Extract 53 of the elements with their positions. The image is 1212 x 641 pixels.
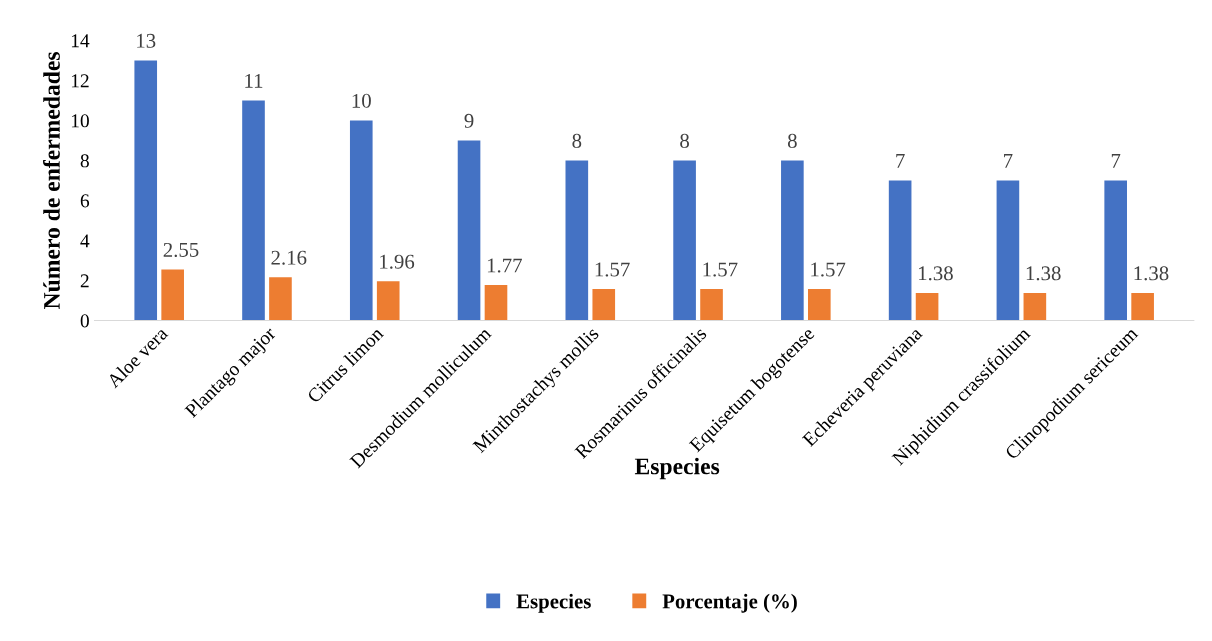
bar	[1131, 292, 1154, 321]
x-axis-title: Especies	[634, 457, 720, 480]
bar	[242, 100, 265, 321]
bar	[565, 160, 589, 321]
bar	[996, 180, 1020, 321]
bar	[134, 60, 158, 321]
data-label: 1.77	[487, 258, 522, 273]
bar	[915, 292, 939, 321]
data-label: 1.38	[1026, 266, 1061, 281]
y-tick-label: 8	[80, 154, 89, 168]
legend-label: Porcentaje (%)	[662, 593, 797, 613]
y-tick-label: 12	[71, 74, 89, 88]
data-label: 7	[1004, 154, 1013, 168]
y-tick-label: 14	[71, 34, 90, 48]
y-tick-label: 2	[80, 274, 89, 288]
y-tick-label: 0	[80, 314, 89, 328]
y-axis-title: Número de enfermedades	[43, 52, 60, 309]
bar	[1104, 180, 1127, 321]
data-label: 8	[787, 133, 797, 148]
data-label: 1.57	[595, 262, 630, 277]
data-label: 7	[896, 154, 905, 168]
bar	[592, 289, 616, 321]
y-tick-label: 4	[80, 234, 90, 248]
data-label: 2.16	[271, 250, 307, 265]
bar	[269, 277, 292, 321]
data-label: 1.38	[919, 266, 953, 281]
data-label: 8	[572, 133, 582, 148]
data-label: 1.57	[811, 262, 846, 277]
data-label: 1.57	[703, 262, 738, 277]
bar	[161, 269, 184, 321]
bar	[673, 160, 696, 321]
data-label: 7	[1111, 154, 1121, 168]
bar	[1023, 292, 1047, 321]
legend-label: Especies	[516, 593, 591, 613]
bar	[457, 140, 481, 321]
bar	[349, 120, 373, 321]
data-label: 9	[464, 113, 474, 128]
data-label: 2.55	[163, 242, 199, 257]
bar	[484, 285, 508, 321]
y-tick-label: 6	[80, 194, 90, 208]
bar	[807, 289, 831, 321]
bar	[781, 160, 804, 321]
data-label: 13	[137, 33, 156, 48]
bar	[376, 281, 400, 321]
bar	[700, 289, 723, 321]
x-tick-label: Aloe vera	[105, 325, 169, 389]
data-label: 10	[352, 93, 371, 108]
bar	[888, 180, 912, 321]
data-label: 1.38	[1134, 266, 1169, 281]
data-label: 11	[245, 73, 263, 88]
y-tick-label: 10	[71, 114, 89, 128]
data-label: 8	[680, 133, 690, 148]
data-label: 1.96	[380, 254, 415, 269]
